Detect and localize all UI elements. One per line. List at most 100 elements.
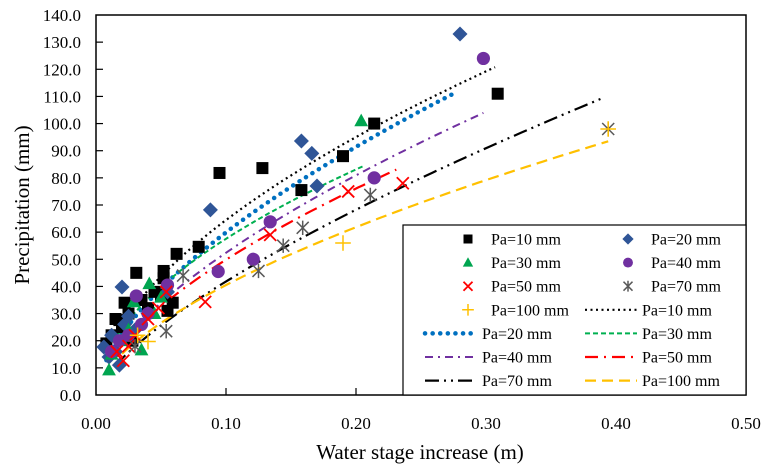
- data-point: [116, 354, 130, 368]
- curve-pa-10-mm: [105, 66, 496, 353]
- legend-label: Pa=30 mm: [642, 326, 712, 343]
- x-tick-label: 0.10: [211, 414, 241, 433]
- data-point: [105, 344, 119, 359]
- data-point: [309, 178, 325, 194]
- series-pa-50-mm: [110, 176, 410, 368]
- data-point: [304, 145, 320, 161]
- curve-pa-20-mm: [104, 90, 459, 363]
- data-point: [341, 184, 355, 199]
- legend-item: Pa=100 mm: [585, 373, 720, 390]
- legend-label: Pa=50 mm: [642, 350, 712, 367]
- data-point: [192, 240, 205, 253]
- data-point: [134, 342, 149, 356]
- data-point: [121, 339, 136, 353]
- y-tick-label: 120.0: [43, 60, 81, 79]
- y-tick-label: 0.0: [60, 386, 81, 405]
- curve-pa-40-mm: [108, 111, 484, 362]
- legend-item: Pa=50 mm: [585, 350, 712, 367]
- legend-marker: [622, 233, 634, 245]
- legend-marker: [462, 281, 474, 292]
- x-tick-label: 0.00: [81, 414, 111, 433]
- data-point: [102, 362, 116, 376]
- data-point: [159, 285, 173, 299]
- data-point: [600, 121, 616, 137]
- legend-item: Pa=20 mm: [422, 326, 552, 343]
- data-point: [276, 238, 290, 253]
- y-tick-label: 30.0: [51, 305, 81, 324]
- data-point: [141, 312, 155, 326]
- data-point: [491, 87, 504, 100]
- x-axis: 0.00 0.10 0.20 0.30 0.40 0.50: [81, 388, 761, 433]
- data-point: [110, 344, 124, 359]
- legend-label: Pa=70 mm: [482, 373, 552, 390]
- data-point: [202, 202, 218, 218]
- data-point: [213, 166, 226, 179]
- legend-label: Pa=20 mm: [651, 232, 721, 249]
- x-axis-title: Water stage increase (m): [316, 440, 524, 464]
- y-tick-label: 40.0: [51, 277, 81, 296]
- data-point: [129, 327, 146, 344]
- legend-label: Pa=10 mm: [491, 232, 561, 249]
- y-tick-label: 100.0: [43, 115, 81, 134]
- y-tick-label: 20.0: [51, 332, 81, 351]
- data-point: [128, 338, 142, 354]
- data-point: [293, 133, 309, 149]
- legend-label: Pa=50 mm: [491, 279, 561, 296]
- legend-label: Pa=70 mm: [651, 279, 721, 296]
- legend-label: Pa=10 mm: [642, 302, 712, 319]
- x-tick-label: 0.50: [731, 414, 761, 433]
- series-pa-20-mm: [96, 26, 468, 373]
- legend-label: Pa=20 mm: [482, 326, 552, 343]
- y-tick-label: 140.0: [43, 6, 81, 25]
- legend-marker: [463, 234, 473, 244]
- legend-label: Pa=40 mm: [482, 350, 552, 367]
- data-point: [295, 184, 308, 197]
- x-tick-label: 0.30: [471, 414, 501, 433]
- data-point: [176, 268, 190, 283]
- legend-marker: [622, 280, 634, 292]
- data-point: [118, 296, 131, 309]
- data-point: [363, 187, 377, 203]
- data-point: [263, 228, 277, 242]
- data-point: [367, 171, 381, 185]
- legend-item: Pa=70 mm: [622, 279, 721, 296]
- legend: Pa=10 mm Pa=20 mm Pa=30 mm Pa=40 mm Pa=50 mm…: [402, 224, 747, 396]
- y-axis-title: Precipitation (mm): [10, 125, 34, 284]
- y-tick-label: 110.0: [43, 87, 81, 106]
- legend-box: [402, 224, 747, 396]
- legend-item: Pa=50 mm: [462, 279, 561, 296]
- legend-marker: [462, 303, 474, 316]
- legend-item: Pa=20 mm: [622, 232, 721, 249]
- y-tick-label: 130.0: [43, 33, 81, 52]
- legend-item: Pa=10 mm: [585, 302, 712, 319]
- legend-label: Pa=30 mm: [491, 255, 561, 272]
- series-pa-100-mm: [129, 121, 616, 350]
- y-tick-label: 90.0: [51, 142, 81, 161]
- data-point: [130, 266, 143, 279]
- data-point: [166, 296, 179, 309]
- y-tick-label: 70.0: [51, 196, 81, 215]
- data-point: [335, 235, 351, 251]
- legend-item: Pa=70 mm: [425, 373, 552, 390]
- y-tick-label: 60.0: [51, 223, 81, 242]
- data-point: [246, 252, 260, 266]
- data-point: [296, 220, 310, 235]
- scatter-points: [96, 26, 616, 376]
- data-point: [198, 295, 212, 309]
- data-point: [126, 334, 139, 347]
- data-point: [263, 215, 277, 229]
- legend-item: Pa=40 mm: [623, 255, 721, 272]
- legend-label: Pa=100 mm: [642, 373, 720, 390]
- legend-label: Pa=40 mm: [651, 255, 721, 272]
- data-point: [157, 264, 170, 277]
- y-tick-label: 10.0: [51, 359, 81, 378]
- data-point: [337, 150, 349, 163]
- legend-item: Pa=100 mm: [462, 302, 569, 319]
- x-tick-label: 0.40: [601, 414, 631, 433]
- data-point: [159, 324, 173, 339]
- y-tick-label: 80.0: [51, 169, 81, 188]
- data-point: [129, 289, 143, 303]
- data-point: [211, 264, 225, 279]
- data-point: [476, 51, 490, 66]
